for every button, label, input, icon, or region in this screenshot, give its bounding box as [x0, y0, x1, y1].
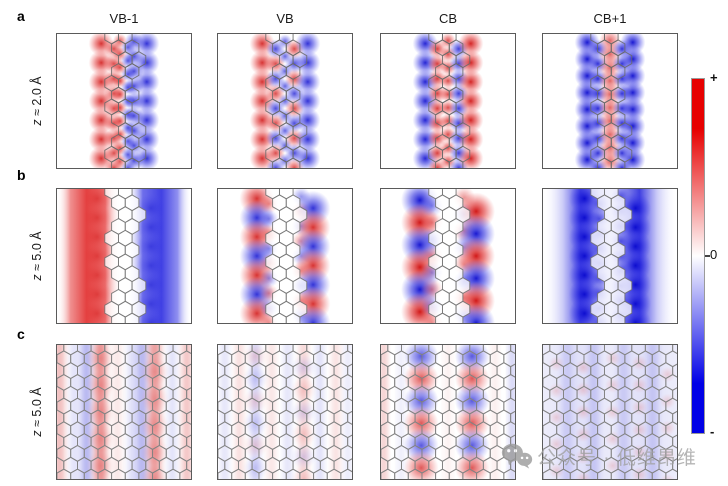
- column-header-cb+1: CB+1: [593, 11, 627, 26]
- heatmap-panel-c-VB-1: [56, 344, 192, 480]
- heatmap-image: [57, 34, 191, 168]
- heatmap-panel-a-VB: [217, 33, 353, 169]
- z-label-row-a: z ≈ 2.0 Å: [30, 33, 48, 169]
- z-label-row-b: z ≈ 5.0 Å: [30, 188, 48, 324]
- panel-label-a: a: [17, 8, 25, 24]
- column-header-cb: CB: [438, 11, 458, 26]
- heatmap-image: [218, 345, 352, 479]
- heatmap-panel-c-VB: [217, 344, 353, 480]
- heatmap-image: [543, 34, 677, 168]
- z-value: ≈ 5.0 Å: [30, 231, 44, 275]
- heatmap-panel-b-VB-1: [56, 188, 192, 324]
- heatmap-panel-c-CB: [380, 344, 516, 480]
- z-var: z: [30, 119, 44, 126]
- heatmap-panel-b-CB: [380, 188, 516, 324]
- colorbar-zero-tick: [705, 255, 710, 257]
- heatmap-image: [218, 189, 352, 323]
- heatmap-image: [218, 34, 352, 168]
- panel-label-b: b: [17, 167, 26, 183]
- colorbar-zero-label: 0: [710, 247, 718, 262]
- z-var: z: [30, 274, 44, 281]
- heatmap-image: [381, 345, 515, 479]
- heatmap-panel-a-CB+1: [542, 33, 678, 169]
- heatmap-panel-a-CB: [380, 33, 516, 169]
- column-header-vb-1: VB-1: [109, 11, 139, 26]
- heatmap-panel-a-VB-1: [56, 33, 192, 169]
- heatmap-panel-b-VB: [217, 188, 353, 324]
- colorbar-minus-label: -: [710, 424, 715, 439]
- z-value: ≈ 2.0 Å: [30, 76, 44, 120]
- column-header-vb: VB: [276, 11, 294, 26]
- heatmap-image: [381, 189, 515, 323]
- heatmap-image: [381, 34, 515, 168]
- colorbar-plus-label: +: [710, 70, 718, 85]
- colorbar: [691, 78, 705, 434]
- heatmap-image: [57, 345, 191, 479]
- panel-label-c: c: [17, 326, 25, 342]
- heatmap-image: [543, 345, 677, 479]
- heatmap-panel-c-CB+1: [542, 344, 678, 480]
- heatmap-panel-b-CB+1: [542, 188, 678, 324]
- z-label-row-c: z ≈ 5.0 Å: [30, 344, 48, 480]
- z-var: z: [30, 430, 44, 437]
- heatmap-image: [57, 189, 191, 323]
- z-value: ≈ 5.0 Å: [30, 387, 44, 431]
- heatmap-image: [543, 189, 677, 323]
